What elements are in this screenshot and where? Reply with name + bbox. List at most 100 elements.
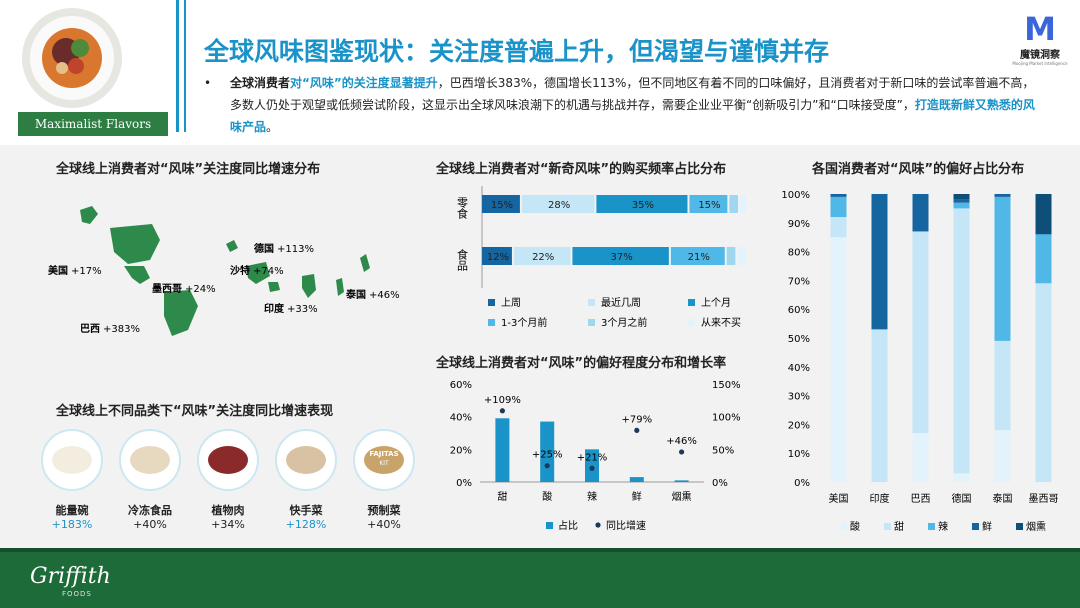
category-growth-value: +34% [211, 518, 245, 531]
stacked-column-segment [994, 194, 1011, 197]
growth-label: +21% [577, 452, 608, 463]
stacked-bar-segment [482, 247, 512, 265]
stacked-bar-segment [521, 195, 595, 213]
map-label-usa: 美国 +17% [48, 264, 102, 277]
x-tick-label: 烟熏 [672, 490, 692, 503]
map-label-thailand: 泰国 +46% [345, 288, 400, 301]
category-growth-value: +40% [367, 518, 401, 531]
category-food-shape [130, 446, 170, 474]
y-tick-label: 70% [788, 276, 810, 287]
y-right-tick: 100% [712, 413, 741, 424]
category-image [275, 429, 337, 491]
stacked-bar-segment [729, 195, 739, 213]
growth-point [634, 427, 640, 433]
legend-label: 烟熏 [1026, 520, 1046, 533]
legend-label: 3个月之前 [601, 316, 647, 329]
map-land-thailand [336, 278, 344, 296]
x-tick-label: 美国 [829, 492, 849, 505]
data-label: 15% [698, 200, 720, 211]
category-growth-value: +128% [285, 518, 327, 531]
legend-swatch [688, 319, 695, 326]
category-food-shape [208, 446, 248, 474]
footer-bar [0, 548, 1080, 608]
bullet-icon: • [204, 76, 212, 90]
growth-label: +25% [532, 450, 563, 461]
map-land-germany [226, 240, 238, 252]
brand-logo-tagline: Moojing Market Intelligence [1012, 61, 1068, 66]
fajitas-box-sublabel: KIT [379, 460, 389, 467]
brand-logo-name: 魔镜洞察 [1020, 50, 1060, 61]
y-left-tick: 20% [450, 445, 472, 456]
brand-logo-icon: M [1024, 10, 1056, 48]
flavor-preference-chart: 0% 20% 40% 60% 0% 50% 100% 150% +109% 甜 +25% 酸 +21% 辣… [450, 380, 741, 532]
stacked-column-segment [953, 473, 970, 482]
flavor-preference-title: 全球线上消费者对“风味”的偏好程度分布和增长率 [436, 356, 727, 371]
legend-swatch [488, 319, 495, 326]
stacked-column-segment [994, 430, 1011, 482]
map-land-saudi [246, 262, 270, 284]
purchase-frequency-title: 全球线上消费者对“新奇风味”的购买频率占比分布 [436, 162, 727, 177]
category-growth-value: +40% [133, 518, 167, 531]
food-plate-image [22, 8, 122, 108]
stacked-column-segment [953, 202, 970, 209]
stacked-column-segment [912, 231, 929, 434]
legend-swatch [884, 523, 891, 530]
y-tick-label: 20% [788, 420, 810, 431]
stacked-bar-segment [513, 247, 571, 265]
category-food-shape [286, 446, 326, 474]
stacked-column-segment [830, 237, 847, 482]
legend-label: 鲜 [982, 520, 992, 533]
legend-label: 同比增速 [606, 519, 646, 532]
y-tick-label: 50% [788, 334, 810, 345]
map-land-africa-part [268, 282, 280, 292]
category-name: 快手菜 [289, 504, 323, 517]
y-right-tick: 150% [712, 380, 741, 391]
map-label-india: 印度 +33% [264, 302, 318, 315]
stacked-column-segment [953, 208, 970, 474]
growth-label: +109% [484, 395, 521, 406]
thumbnail-label: Maximalist Flavors [18, 112, 168, 136]
legend-label: 上周 [501, 297, 521, 309]
legend-label: 酸 [850, 520, 860, 533]
y-tick-label: 90% [788, 219, 810, 230]
legend-swatch [972, 523, 979, 530]
growth-point [679, 449, 685, 455]
y-tick-label: 40% [788, 363, 810, 374]
legend-swatch [488, 299, 495, 306]
legend-swatch-growth [595, 522, 601, 528]
stacked-column-segment [953, 199, 970, 203]
share-bar [629, 477, 644, 482]
stacked-bar-segment [726, 247, 736, 265]
x-tick-label: 鲜 [632, 490, 642, 503]
data-label: 15% [491, 200, 513, 211]
legend-swatch [588, 299, 595, 306]
y-left-tick: 60% [450, 380, 472, 391]
world-map: 美国 +17% 墨西哥 +24% 巴西 +383% 德国 +113% 沙特 +74% 印度… [48, 206, 400, 336]
x-tick-label: 辣 [587, 490, 597, 503]
growth-point [589, 465, 595, 471]
y-tick-label: 10% [788, 449, 810, 460]
x-tick-label: 印度 [870, 492, 890, 505]
category-name: 冷冻食品 [128, 504, 172, 517]
x-tick-label: 甜 [497, 490, 507, 503]
summary-bullet: • 全球消费者对“风味”的关注度显著提升，巴西增长383%，德国增长113%，但… [204, 72, 1044, 138]
summary-text-part: 。 [266, 120, 279, 134]
data-label: 35% [632, 200, 654, 211]
x-tick-label: 巴西 [911, 493, 931, 505]
map-land-japan [360, 254, 370, 272]
stacked-column-segment [1035, 234, 1052, 284]
category-label: 食品 [456, 248, 469, 271]
thumbnail-image: Maximalist Flavors [18, 8, 168, 136]
legend-label: 最近几周 [601, 296, 641, 309]
y-tick-label: 30% [788, 392, 810, 403]
data-label: 21% [688, 252, 710, 263]
share-bar [540, 421, 555, 482]
category-name: 植物肉 [211, 504, 245, 517]
growth-label: +79% [621, 414, 652, 425]
stacked-column-segment [871, 194, 888, 330]
summary-text-part: 打造既新鲜又熟悉的风味产品 [230, 98, 1035, 134]
legend-swatch [688, 299, 695, 306]
accent-bar [176, 0, 179, 132]
legend-swatch [1016, 523, 1023, 530]
category-section-title: 全球线上不同品类下“风味”关注度同比增速表现 [56, 404, 334, 419]
